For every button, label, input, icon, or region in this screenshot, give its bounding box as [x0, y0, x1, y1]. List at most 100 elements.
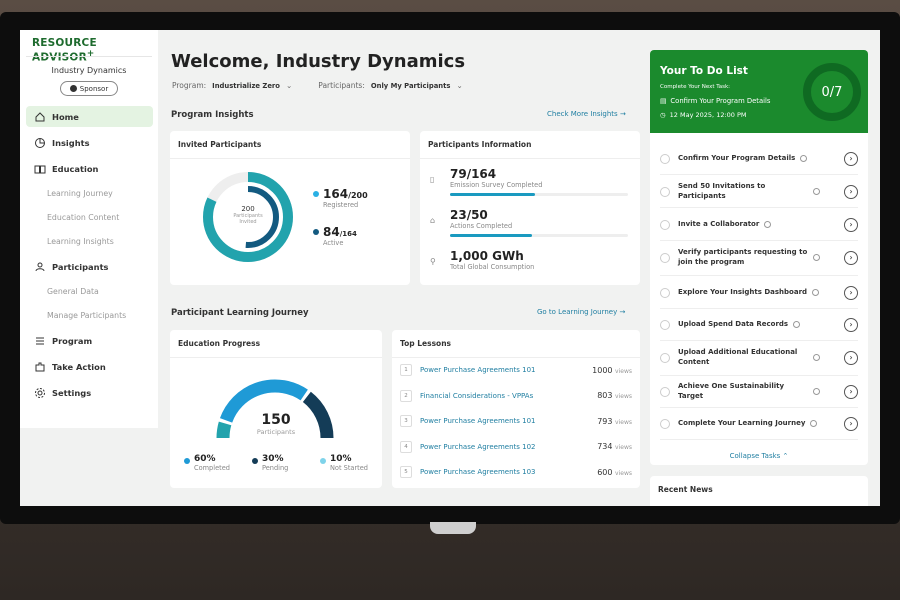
todo-task[interactable]: Upload Additional Educational Content›: [660, 340, 858, 376]
lesson-link[interactable]: Power Purchase Agreements 101: [420, 417, 597, 425]
sidebar-subitem[interactable]: Education Content: [47, 213, 119, 222]
monitor-stand: [430, 522, 476, 534]
help-icon[interactable]: [813, 188, 820, 195]
clock-icon: ◷: [660, 111, 666, 119]
legend-item: 60%Completed: [184, 454, 230, 472]
chevron-right-icon[interactable]: ›: [844, 385, 858, 399]
sidebar-subitem[interactable]: General Data: [47, 287, 99, 296]
sidebar-item-home[interactable]: Home: [26, 106, 153, 127]
filters: Program: Industrialize Zero ⌄ Participan…: [172, 81, 463, 90]
sidebar-item-participants[interactable]: Participants: [26, 256, 153, 277]
chevron-down-icon[interactable]: ⌄: [456, 81, 462, 90]
org-name: Industry Dynamics: [20, 66, 158, 75]
lesson-row[interactable]: 3Power Purchase Agreements 101793 views: [400, 411, 632, 431]
participants-select[interactable]: Only My Participants: [371, 82, 451, 90]
sidebar-item-education[interactable]: Education: [26, 158, 153, 179]
task-checkbox[interactable]: [660, 154, 670, 164]
program-select[interactable]: Industrialize Zero: [212, 82, 280, 90]
go-to-learning-journey-link[interactable]: Go to Learning Journey →: [537, 308, 625, 316]
lesson-link[interactable]: Power Purchase Agreements 103: [420, 468, 597, 476]
sponsor-icon: [70, 85, 77, 92]
sidebar-item-take-action[interactable]: Take Action: [26, 356, 153, 377]
book-icon: [34, 163, 46, 175]
help-icon[interactable]: [793, 321, 800, 328]
arrow-right-icon: →: [620, 110, 626, 118]
lesson-link[interactable]: Financial Considerations - VPPAs: [420, 392, 597, 400]
help-icon[interactable]: [813, 254, 820, 261]
chevron-right-icon[interactable]: ›: [844, 286, 858, 300]
lesson-row[interactable]: 5Power Purchase Agreements 103600 views: [400, 462, 632, 482]
task-checkbox[interactable]: [660, 387, 670, 397]
sidebar-subitem[interactable]: Manage Participants: [47, 311, 126, 320]
todo-task[interactable]: Complete Your Learning Journey›: [660, 408, 858, 440]
bulb-icon: ⚲: [430, 257, 436, 266]
progress-bar: [450, 234, 628, 237]
info-item: ⌂23/50Actions Completed: [428, 208, 632, 237]
help-icon[interactable]: [764, 221, 771, 228]
sidebar-subitem[interactable]: Learning Insights: [47, 237, 114, 246]
role-badge: Sponsor: [60, 81, 118, 96]
todo-task[interactable]: Upload Spend Data Records›: [660, 309, 858, 341]
list-icon: [34, 335, 46, 347]
check-more-insights-link[interactable]: Check More Insights →: [547, 110, 626, 118]
chevron-right-icon[interactable]: ›: [844, 152, 858, 166]
donut-center: 200 Participants Invited: [210, 205, 286, 225]
registered-stat: 164/200Registered: [313, 187, 368, 209]
gauge-center: 150 Participants: [226, 412, 326, 436]
top-lessons-card: Top Lessons 1Power Purchase Agreements 1…: [392, 330, 640, 488]
invited-participants-card: Invited Participants 200 Participants In…: [170, 131, 410, 285]
chevron-right-icon[interactable]: ›: [844, 351, 858, 365]
todo-progress-ring: 0/7: [803, 63, 861, 121]
task-checkbox[interactable]: [660, 187, 670, 197]
sidebar: RESOURCE ADVISOR+ Industry Dynamics Spon…: [20, 30, 158, 428]
lesson-row[interactable]: 1Power Purchase Agreements 1011000 views: [400, 360, 632, 380]
todo-task[interactable]: Send 50 Invitations to Participants›: [660, 176, 858, 208]
lesson-link[interactable]: Power Purchase Agreements 102: [420, 443, 597, 451]
task-checkbox[interactable]: [660, 419, 670, 429]
chevron-up-icon: ⌃: [783, 452, 789, 460]
next-task-link[interactable]: ▤Confirm Your Program Details: [660, 97, 770, 105]
logo[interactable]: RESOURCE ADVISOR+: [32, 37, 158, 64]
chevron-right-icon[interactable]: ›: [844, 417, 858, 431]
todo-task[interactable]: Achieve One Sustainability Target›: [660, 376, 858, 408]
todo-task[interactable]: Invite a Collaborator›: [660, 209, 858, 241]
todo-task[interactable]: Explore Your Insights Dashboard›: [660, 277, 858, 309]
help-icon[interactable]: [810, 420, 817, 427]
sidebar-item-program[interactable]: Program: [26, 330, 153, 351]
chevron-right-icon[interactable]: ›: [844, 185, 858, 199]
task-checkbox[interactable]: [660, 220, 670, 230]
chevron-right-icon[interactable]: ›: [844, 251, 858, 265]
divider: [26, 56, 152, 57]
card-title: Participants Information: [420, 131, 640, 159]
lesson-link[interactable]: Power Purchase Agreements 101: [420, 366, 592, 374]
section-title: Program Insights: [171, 110, 254, 120]
task-checkbox[interactable]: [660, 253, 670, 263]
help-icon[interactable]: [813, 354, 820, 361]
collapse-tasks-button[interactable]: Collapse Tasks ⌃: [650, 452, 868, 460]
sidebar-item-insights[interactable]: Insights: [26, 132, 153, 153]
house-icon: ⌂: [430, 216, 435, 225]
card-title: Top Lessons: [392, 330, 640, 358]
chevron-right-icon[interactable]: ›: [844, 218, 858, 232]
sidebar-item-settings[interactable]: Settings: [26, 382, 153, 403]
sidebar-subitem[interactable]: Learning Journey: [47, 189, 113, 198]
info-item: ▯79/164Emission Survey Completed: [428, 167, 632, 196]
lesson-row[interactable]: 2Financial Considerations - VPPAs803 vie…: [400, 386, 632, 406]
home-icon: [34, 111, 46, 123]
chevron-right-icon[interactable]: ›: [844, 318, 858, 332]
todo-task[interactable]: Verify participants requesting to join t…: [660, 240, 858, 276]
task-checkbox[interactable]: [660, 353, 670, 363]
chevron-down-icon[interactable]: ⌄: [286, 81, 292, 90]
help-icon[interactable]: [800, 155, 807, 162]
not-started-arc: [223, 423, 225, 438]
legend-item: 10%Not Started: [320, 454, 368, 472]
todo-task[interactable]: Confirm Your Program Details›: [660, 143, 858, 175]
help-icon[interactable]: [813, 388, 820, 395]
task-checkbox[interactable]: [660, 320, 670, 330]
help-icon[interactable]: [812, 289, 819, 296]
info-item: ⚲1,000 GWhTotal Global Consumption: [428, 249, 632, 271]
task-checkbox[interactable]: [660, 288, 670, 298]
participants-icon: [34, 261, 46, 273]
lesson-row[interactable]: 4Power Purchase Agreements 102734 views: [400, 437, 632, 457]
todo-panel: Your To Do List Complete Your Next Task:…: [650, 50, 868, 465]
